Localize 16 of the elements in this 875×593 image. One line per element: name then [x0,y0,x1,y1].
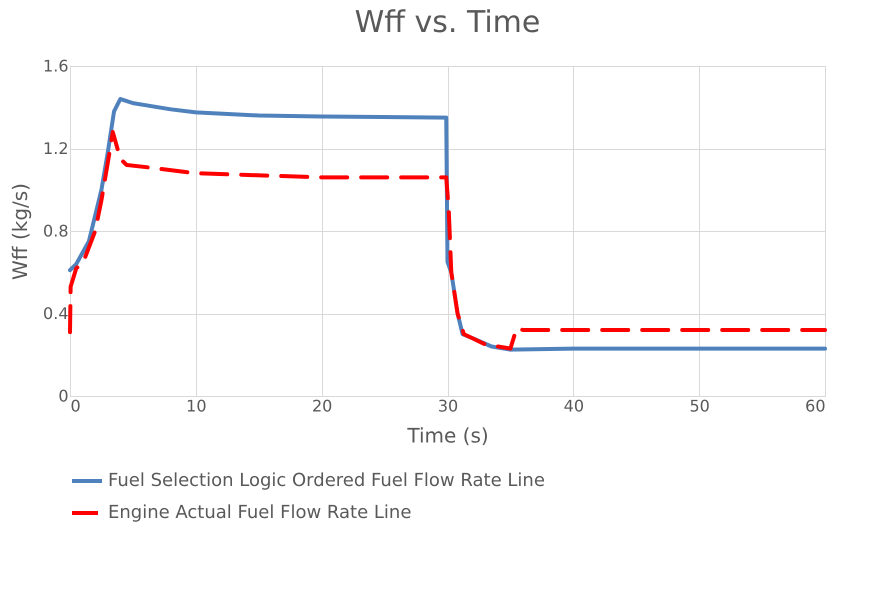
x-tick-label: 0 [70,396,81,416]
y-tick-label: 0.4 [43,304,68,323]
y-axis-title: Wff (kg/s) [8,183,32,280]
x-tick-label: 50 [689,396,710,416]
x-tick-label: 40 [564,396,584,416]
y-tick-label: 1.2 [43,139,68,158]
y-tick-label: 0.8 [43,222,68,240]
legend-label: Fuel Selection Logic Ordered Fuel Flow Rate Line [108,470,545,491]
y-tick-label: 1.6 [43,56,68,76]
chart-title: Wff vs. Time [354,5,540,40]
x-tick-label: 30 [438,396,458,416]
x-axis-title: Time (s) [406,424,489,448]
x-tick-label: 60 [805,396,826,416]
x-tick-label: 20 [312,396,332,416]
legend-label: Engine Actual Fuel Flow Rate Line [108,502,412,523]
x-tick-label: 10 [186,396,207,416]
